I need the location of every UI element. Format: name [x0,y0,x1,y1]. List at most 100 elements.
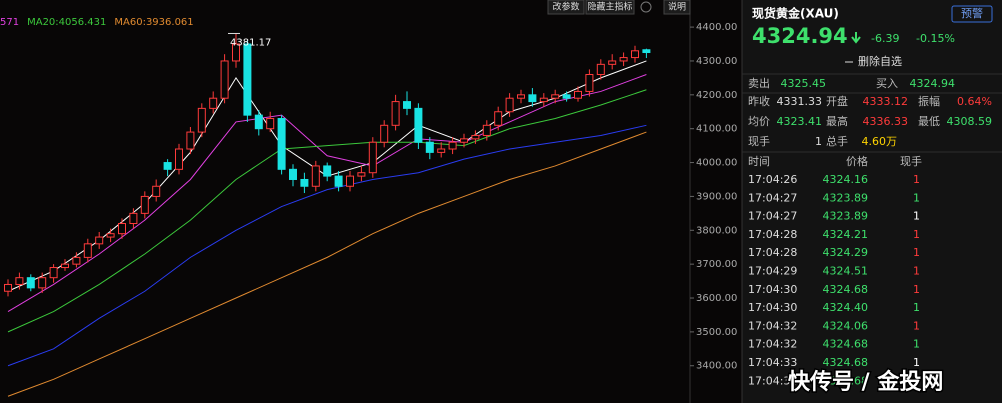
candle-body [608,60,617,65]
ma-line [7,89,647,333]
candle-body [49,267,58,279]
y-tick-label: 4100.00 [696,124,737,135]
field-label: 均价 [748,115,770,128]
toolbar-button[interactable] [663,0,691,15]
toolbar-text[interactable]: 说明 [668,1,686,13]
tick-time: 17:04:34 [748,374,797,387]
y-tick-label: 3800.00 [696,225,737,236]
tick-volume: 1 [913,228,920,241]
tick-price: 4324.29 [823,246,869,259]
candle-body [197,107,206,133]
tick-price: 4324.21 [823,228,869,241]
y-tick-label: 4200.00 [696,90,737,101]
candle-body [357,172,366,177]
field-value: 4333.12 [863,95,909,108]
candle-body [152,185,161,197]
field-value: 4308.59 [947,115,993,128]
candle-body [460,138,468,143]
toolbar-text[interactable]: 改参数 [552,1,579,13]
tick-volume: 1 [913,338,920,351]
candle-body [220,60,229,99]
tick-price: 4324.16 [823,173,869,186]
panel-bg [742,0,1002,403]
candle-body [311,165,320,187]
tick-price: 4324.40 [823,301,869,314]
field-value: 0.64% [957,95,992,108]
candle-body [574,90,582,99]
candle-body [243,43,252,116]
candle-body [38,277,47,289]
ma-line [7,131,647,397]
tick-time: 17:04:32 [748,338,797,351]
field-value: 4331.33 [777,95,823,108]
candle-body [106,233,115,238]
tick-volume: 1 [913,356,920,369]
field-label: 现手 [748,134,770,148]
instrument-title: 现货黄金(XAU) [752,6,839,21]
price-change-pct: -0.15% [916,32,955,45]
candle-body [346,175,354,187]
toolbar-icon[interactable] [640,1,652,13]
tick-volume: 1 [913,265,920,278]
tick-time: 17:04:27 [748,210,797,223]
tick-header: 现手 [900,154,922,168]
candle-body [596,63,605,76]
chart-bg [0,0,742,403]
candle-body [539,97,548,103]
remove-watch[interactable]: 删除自选 [858,54,902,68]
legend-entry: MA20:4056.431 [27,17,106,28]
price-change: -6.39 [871,32,899,45]
candle-body [266,118,275,130]
candle-body [471,134,480,140]
tick-price: 4324.06 [823,319,869,332]
candle-body [403,101,411,109]
y-tick-label: 3600.00 [696,293,737,304]
candle-body [175,148,183,170]
field-value: 4.60万 [862,135,898,148]
field-label: 总手 [826,134,848,148]
y-tick-label: 3900.00 [696,191,737,202]
legend-entry: 571 [0,17,19,28]
last-price: 4324.94 [752,24,848,48]
candle-body [391,101,400,126]
alert-button[interactable] [951,5,993,23]
alert-text[interactable]: 预警 [961,6,983,20]
toolbar-button[interactable] [585,0,635,15]
candle-body [15,277,24,285]
tick-price: 4324.68 [823,374,869,387]
candle-body [551,94,560,99]
candle-body [277,118,286,170]
candle-body [254,114,263,130]
down-arrow [851,32,861,44]
y-tick-label: 3700.00 [696,259,737,270]
candle-body [368,141,377,174]
candle-body [4,283,12,292]
tick-volume: 1 [913,319,920,332]
candle-body [140,195,149,214]
tick-time: 17:04:29 [748,265,797,278]
candle-body [61,263,69,269]
candle-body [448,141,457,150]
tick-volume: 1 [913,246,920,259]
candle-body [72,256,81,265]
tick-time: 17:04:32 [748,319,797,332]
candle-body [300,178,309,187]
candle-body [95,236,104,245]
tick-volume: 1 [913,301,920,314]
toolbar-button[interactable] [547,0,585,15]
candle-body [380,124,389,143]
y-tick-label: 4300.00 [696,56,737,67]
candle-body [619,57,628,62]
candle-body [631,50,639,59]
toolbar-text[interactable]: 隐藏主指标 [587,1,632,13]
candle-body [494,111,503,126]
candle-body [289,168,297,180]
field-label: 买入 [876,77,898,90]
tick-time: 17:04:27 [748,191,797,204]
tick-time: 17:04:28 [748,246,797,259]
watermark: 快传号 / 金投网 [788,369,943,395]
tick-time: 17:04:33 [748,356,797,369]
tick-price: 4323.89 [823,191,869,204]
candle-body [482,124,491,136]
